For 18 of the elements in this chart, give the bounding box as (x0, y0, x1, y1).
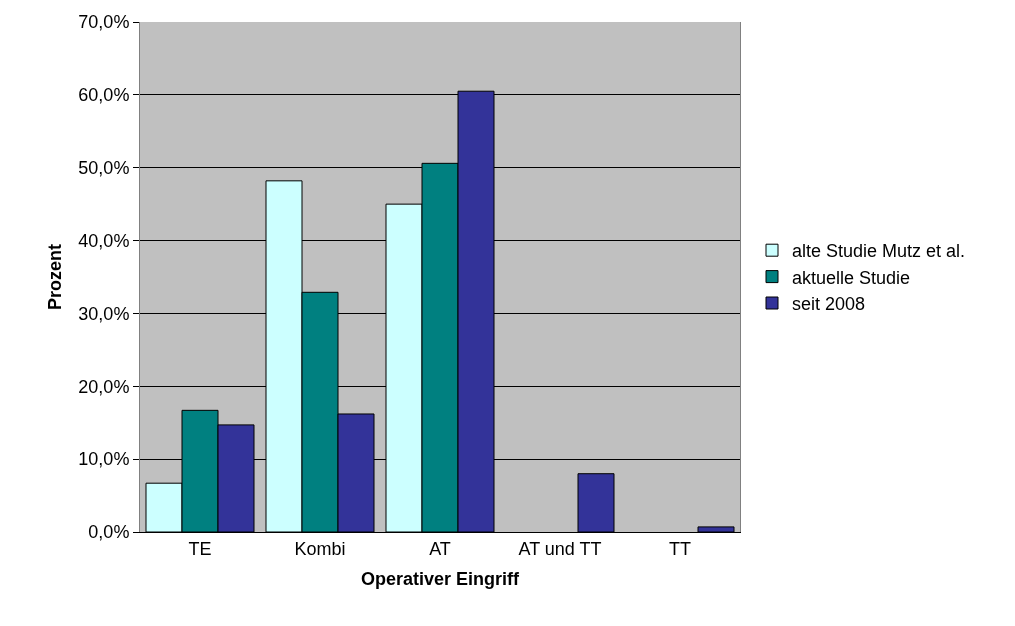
legend-label: aktuelle Studie (792, 267, 911, 288)
y-tick-label: 30,0% (78, 303, 130, 324)
x-tick-label: Kombi (294, 538, 346, 559)
y-tick-label: 0,0% (88, 522, 130, 543)
y-tick-label: 70,0% (78, 12, 130, 33)
y-tick-label: 10,0% (78, 449, 130, 470)
legend-label: alte Studie Mutz et al. (792, 241, 966, 262)
y-tick-label: 20,0% (78, 376, 130, 397)
x-tick-label: AT und TT (518, 538, 602, 559)
x-axis-title: Operativer Eingriff (360, 568, 521, 589)
y-tick-label: 60,0% (78, 85, 130, 106)
y-axis-title: Prozent (44, 243, 65, 311)
x-tick-label: TE (188, 538, 212, 559)
y-tick-label: 50,0% (78, 158, 130, 179)
y-tick-label: 40,0% (78, 230, 130, 251)
legend-label: seit 2008 (792, 294, 866, 315)
x-tick-label: TT (669, 538, 691, 559)
x-tick-label: AT (429, 538, 451, 559)
